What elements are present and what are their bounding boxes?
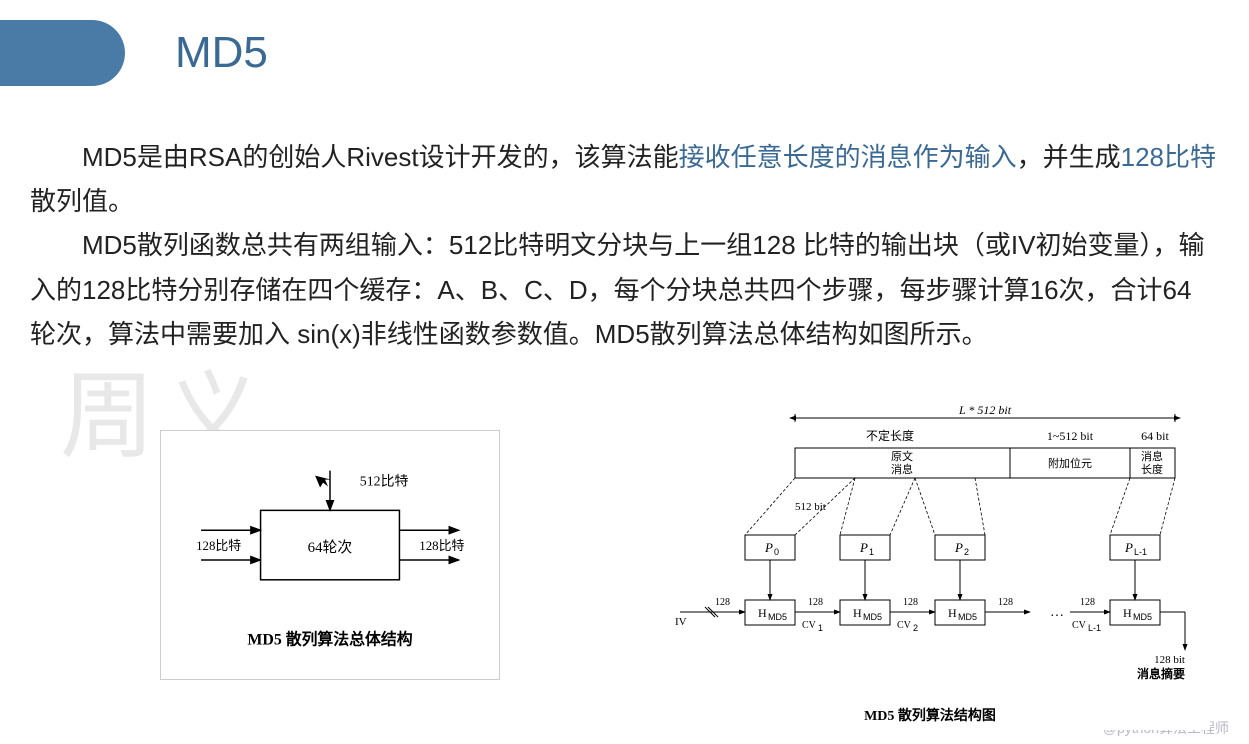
title-tab [0, 20, 125, 86]
svg-text:原文: 原文 [891, 449, 913, 463]
svg-text:1: 1 [869, 547, 874, 557]
cursor-icon [315, 476, 331, 488]
svg-text:CV: CV [1072, 620, 1087, 631]
dr-iv: IV [675, 616, 687, 628]
svg-text:CV: CV [897, 620, 912, 631]
svg-text:H: H [948, 606, 957, 620]
svg-text:128: 128 [808, 597, 823, 608]
diagram-left: 64轮次 512比特 128比特 128比特 MD5 散列算法总体结构 [160, 430, 500, 680]
svg-text:H: H [1123, 606, 1132, 620]
svg-text:2: 2 [913, 623, 918, 633]
svg-text:MD5: MD5 [768, 612, 787, 622]
svg-text:P: P [859, 540, 868, 555]
svg-text:L-1: L-1 [1134, 547, 1147, 557]
page-title: MD5 [175, 28, 268, 78]
svg-text:长度: 长度 [1141, 462, 1163, 476]
diagram-left-svg: 64轮次 512比特 128比特 128比特 MD5 散列算法总体结构 [161, 431, 499, 679]
dr-h0: 不定长度 [866, 428, 914, 443]
svg-text:H: H [853, 606, 862, 620]
p1-text-b: ，并生成 [1017, 142, 1121, 172]
svg-text:2: 2 [964, 547, 969, 557]
dl-right: 128比特 [419, 539, 464, 553]
p-boxes: P0 P1 P2 PL-1 [745, 535, 1160, 560]
svg-text:L-1: L-1 [1088, 623, 1101, 633]
svg-text:MD5: MD5 [863, 612, 882, 622]
dl-caption: MD5 散列算法总体结构 [247, 629, 412, 648]
body-text: MD5是由RSA的创始人Rivest设计开发的，该算法能接收任意长度的消息作为输… [30, 135, 1219, 356]
svg-text:128: 128 [1080, 597, 1095, 608]
dr-outlabel: 消息摘要 [1137, 666, 1185, 681]
dr-sub1: 附加位元 [1048, 456, 1092, 470]
paragraph-2: MD5散列函数总共有两组输入：512比特明文分块与上一组128 比特的输出块（或… [30, 223, 1219, 356]
dr-outbits: 128 bit [1154, 654, 1185, 666]
svg-text:P: P [1124, 540, 1133, 555]
dr-h2: 64 bit [1141, 429, 1169, 443]
svg-text:消息: 消息 [1141, 449, 1163, 463]
diagram-right-svg: L * 512 bit 不定长度 1~512 bit 64 bit 原文 消息 … [630, 400, 1210, 730]
p1-highlight-2: 128比特 [1121, 142, 1216, 172]
svg-text:P: P [954, 540, 963, 555]
dr-iv-128: 128 [715, 597, 730, 608]
svg-text:0: 0 [774, 547, 779, 557]
dl-top: 512比特 [360, 474, 409, 490]
dr-total: L * 512 bit [958, 403, 1012, 417]
paragraph-1: MD5是由RSA的创始人Rivest设计开发的，该算法能接收任意长度的消息作为输… [30, 135, 1219, 223]
svg-text:H: H [758, 606, 767, 620]
dr-h1: 1~512 bit [1047, 429, 1094, 443]
p1-text-c: 散列值。 [30, 186, 134, 216]
dl-center: 64轮次 [308, 539, 353, 556]
dr-dots: … [1050, 605, 1064, 620]
dl-left: 128比特 [196, 539, 241, 553]
dr-512: 512 bit [795, 501, 826, 513]
svg-text:1: 1 [818, 623, 823, 633]
svg-text:MD5: MD5 [958, 612, 977, 622]
diagram-right: L * 512 bit 不定长度 1~512 bit 64 bit 原文 消息 … [630, 400, 1210, 730]
svg-text:消息: 消息 [891, 462, 913, 476]
svg-text:128: 128 [998, 597, 1013, 608]
p1-text-a: MD5是由RSA的创始人Rivest设计开发的，该算法能 [82, 142, 679, 172]
svg-text:P: P [764, 540, 773, 555]
svg-text:CV: CV [802, 620, 817, 631]
svg-text:128: 128 [903, 597, 918, 608]
svg-text:MD5: MD5 [1133, 612, 1152, 622]
dr-caption: MD5 散列算法结构图 [864, 707, 996, 724]
title-bar: MD5 [0, 20, 268, 86]
p1-highlight-1: 接收任意长度的消息作为输入 [679, 142, 1017, 172]
